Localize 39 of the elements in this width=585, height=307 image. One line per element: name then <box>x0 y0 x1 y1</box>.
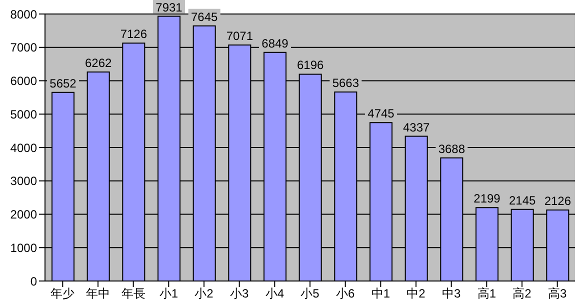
data-label: 2145 <box>508 193 536 208</box>
data-label: 4337 <box>402 120 430 134</box>
y-tick-label: 5000 <box>10 107 38 122</box>
data-label: 7645 <box>190 10 218 24</box>
y-tick-label: 2000 <box>10 208 38 222</box>
x-tick-label: 中3 <box>442 286 461 301</box>
y-tick-label: 4000 <box>10 140 38 155</box>
x-tick-label: 小6 <box>336 286 355 301</box>
data-label: 4745 <box>368 106 395 121</box>
data-label: 3688 <box>438 142 466 156</box>
data-label: 6849 <box>262 36 289 50</box>
x-tick-label: 中2 <box>406 286 426 301</box>
x-tick-label: 高1 <box>477 286 496 301</box>
x-tick-label: 高3 <box>548 286 567 301</box>
y-tick-label: 6000 <box>10 74 38 88</box>
x-tick-label: 小3 <box>230 286 249 301</box>
x-tick-label: 中1 <box>371 286 390 301</box>
y-tick-label: 3000 <box>10 174 38 188</box>
x-tick-label: 高2 <box>512 286 532 301</box>
data-label: 6262 <box>84 56 112 70</box>
x-tick-label: 年中 <box>86 286 110 301</box>
data-label: 7071 <box>226 29 254 44</box>
data-label: 7126 <box>120 27 148 42</box>
data-label: 7931 <box>156 0 183 14</box>
x-tick-label: 年少 <box>50 286 75 301</box>
x-tick-label: 小4 <box>265 286 284 301</box>
data-label: 5652 <box>50 76 77 90</box>
y-tick-label: 8000 <box>10 7 38 22</box>
x-tick-label: 小2 <box>194 286 214 301</box>
y-tick-label: 1000 <box>10 240 38 255</box>
data-label: 2199 <box>474 192 501 206</box>
data-label: 2126 <box>544 194 572 208</box>
y-tick-label: 0 <box>30 274 38 288</box>
x-tick-label: 小1 <box>159 286 178 301</box>
x-tick-label: 年長 <box>121 286 146 301</box>
data-label: 5663 <box>332 76 360 90</box>
data-label: 6196 <box>296 58 324 72</box>
y-tick-label: 7000 <box>10 40 38 55</box>
x-tick-label: 小5 <box>300 286 320 301</box>
